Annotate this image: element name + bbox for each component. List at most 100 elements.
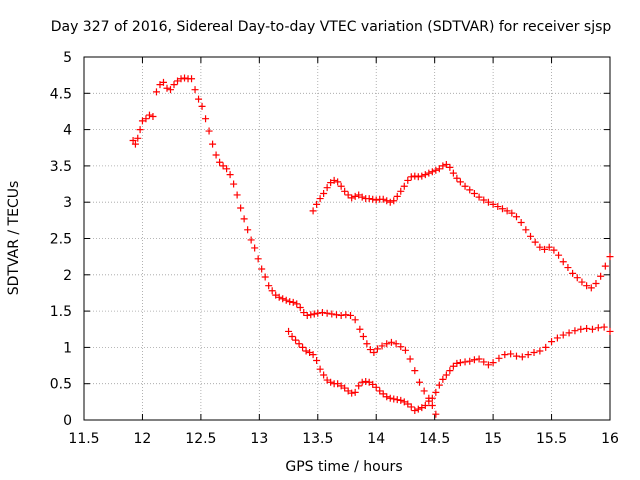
data-point [355, 382, 363, 390]
data-point [489, 359, 497, 367]
data-point [484, 361, 492, 369]
data-point [275, 293, 283, 301]
data-point [372, 383, 380, 391]
data-point [337, 382, 345, 390]
data-point [285, 327, 293, 335]
data-point [456, 359, 464, 367]
data-point [484, 198, 492, 206]
series-sat-A [129, 74, 440, 418]
data-point [145, 111, 153, 119]
y-axis-label: SDTVAR / TECUs [6, 181, 22, 296]
x-tick-label: 13.5 [302, 431, 333, 447]
data-point [508, 209, 516, 217]
data-point [475, 355, 483, 363]
data-point [569, 269, 577, 277]
data-point [432, 410, 440, 418]
data-point [601, 262, 609, 270]
data-point [392, 340, 400, 348]
y-tick-label: 2 [63, 268, 72, 284]
data-point [293, 300, 301, 308]
data-point [330, 176, 338, 184]
x-axis-tick-labels: 11.5 12 12.5 13 13.5 14 14.5 15 15.5 16 [68, 431, 619, 447]
data-point [600, 323, 608, 331]
data-point [553, 334, 561, 342]
data-point [159, 78, 167, 86]
data-point [369, 195, 377, 203]
x-tick-label: 15.5 [536, 431, 567, 447]
data-point [587, 284, 595, 292]
data-point [316, 195, 324, 203]
data-point [316, 365, 324, 373]
data-point [142, 115, 150, 123]
data-point [466, 186, 474, 194]
x-tick-label: 12 [134, 431, 152, 447]
data-point [435, 165, 443, 173]
data-point [309, 207, 317, 215]
data-point [407, 403, 415, 411]
data-point [309, 351, 317, 359]
data-point [370, 348, 378, 356]
data-point [376, 387, 384, 395]
data-point [342, 311, 350, 319]
x-tick-label: 16 [601, 431, 619, 447]
data-point [594, 324, 602, 332]
data-point [432, 388, 440, 396]
y-tick-label: 0.5 [50, 377, 72, 393]
x-axis-label: GPS time / hours [285, 459, 402, 475]
y-tick-label: 4 [63, 123, 72, 139]
data-point [219, 162, 227, 170]
data-point [542, 343, 550, 351]
data-point [327, 378, 335, 386]
data-point [386, 198, 394, 206]
data-point [268, 287, 276, 295]
data-point [522, 226, 530, 234]
data-point [571, 327, 579, 335]
data-point [261, 273, 269, 281]
data-point [387, 338, 395, 346]
data-point [428, 401, 436, 409]
data-point [400, 182, 408, 190]
data-point [289, 298, 297, 306]
data-point [134, 134, 142, 142]
data-point [129, 136, 137, 144]
data-point [344, 191, 352, 199]
data-point [156, 81, 164, 89]
y-tick-label: 3 [63, 195, 72, 211]
data-point [397, 396, 405, 404]
data-point [541, 245, 549, 253]
data-point [466, 357, 474, 365]
data-point [480, 196, 488, 204]
data-point [327, 179, 335, 187]
data-point [449, 362, 457, 370]
data-point [296, 303, 304, 311]
data-point [334, 178, 342, 186]
data-point [198, 102, 206, 110]
data-point [286, 298, 294, 306]
data-point [358, 378, 366, 386]
data-point [334, 380, 342, 388]
data-point [435, 381, 443, 389]
y-tick-label: 0 [63, 413, 72, 429]
data-point [415, 378, 423, 386]
y-tick-label: 1 [63, 340, 72, 356]
data-point [397, 187, 405, 195]
data-point [517, 219, 525, 227]
data-point [351, 192, 359, 200]
data-point [411, 407, 419, 415]
data-point [230, 180, 238, 188]
data-point [439, 375, 447, 383]
data-point [555, 251, 563, 259]
data-point [170, 81, 178, 89]
data-point [202, 115, 210, 123]
data-point [282, 296, 290, 304]
data-point [323, 184, 331, 192]
data-point [401, 346, 409, 354]
data-point [530, 348, 538, 356]
y-axis-tick-labels: 0 0.5 1 1.5 2 2.5 3 3.5 4 4.5 5 [50, 50, 72, 429]
y-tick-label: 3.5 [50, 159, 72, 175]
data-point [545, 243, 553, 251]
data-point [573, 274, 581, 282]
chart-title: Day 327 of 2016, Sidereal Day-to-day VTE… [51, 19, 612, 35]
data-point [337, 311, 345, 319]
